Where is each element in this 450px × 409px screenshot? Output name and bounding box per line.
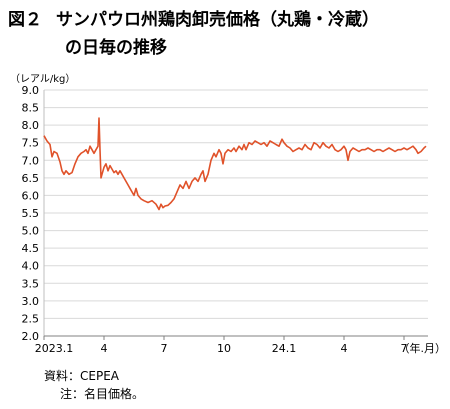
- x-tick-label: 2023.1: [35, 342, 74, 355]
- footnote: 注：名目価格。: [60, 387, 145, 401]
- x-axis-ticks: 2023.1 4 7 10 24.1 4 7（年.月）: [35, 336, 446, 355]
- y-tick-label: 4.0: [22, 260, 40, 273]
- y-tick-label: 5.0: [22, 225, 40, 238]
- y-tick-label: 8.0: [22, 119, 40, 132]
- price-series: [43, 117, 427, 211]
- y-tick-label: 2.0: [22, 330, 40, 343]
- y-tick-label: 7.0: [22, 154, 40, 167]
- figure-label: 図２: [8, 10, 42, 30]
- x-tick-label: 7: [401, 342, 408, 355]
- y-tick-label: 7.5: [22, 137, 40, 150]
- y-axis-ticks: 2.0 2.5 3.0 3.5 4.0 4.5 5.0 5.5 6.0 6.5 7.0 7.5 8.0 8…: [22, 84, 40, 343]
- title-line-2: の日毎の推移: [65, 38, 167, 58]
- y-tick-label: 4.5: [22, 242, 40, 255]
- x-tick-label: 4: [341, 342, 348, 355]
- x-tick-label: 4: [101, 342, 108, 355]
- y-tick-label: 3.5: [22, 277, 40, 290]
- x-tick-label: 7: [161, 342, 168, 355]
- chart-title: 図２ サンパウロ州鶏肉卸売価格（丸鶏・冷蔵） の日毎の推移: [8, 6, 444, 62]
- y-tick-label: 3.0: [22, 295, 40, 308]
- title-line-1: サンパウロ州鶏肉卸売価格（丸鶏・冷蔵）: [56, 10, 379, 30]
- source-note: 資料：CEPEA: [44, 369, 119, 383]
- x-tick-label: 24.1: [272, 342, 297, 355]
- x-tick-label: 10: [217, 342, 231, 355]
- x-axis-unit-label: （年.月）: [399, 341, 447, 355]
- y-tick-label: 9.0: [22, 84, 40, 97]
- notes: 資料：CEPEA 注：名目価格。: [44, 367, 144, 403]
- y-tick-label: 6.0: [22, 189, 40, 202]
- gridlines: [44, 89, 428, 337]
- y-tick-label: 8.5: [22, 102, 40, 115]
- y-axis-unit-label: （レアル/kg）: [10, 74, 76, 85]
- price-line: [43, 117, 427, 211]
- y-tick-label: 2.5: [22, 312, 40, 325]
- y-tick-label: 6.5: [22, 172, 40, 185]
- axes: [43, 90, 428, 337]
- y-tick-label: 5.5: [22, 207, 40, 220]
